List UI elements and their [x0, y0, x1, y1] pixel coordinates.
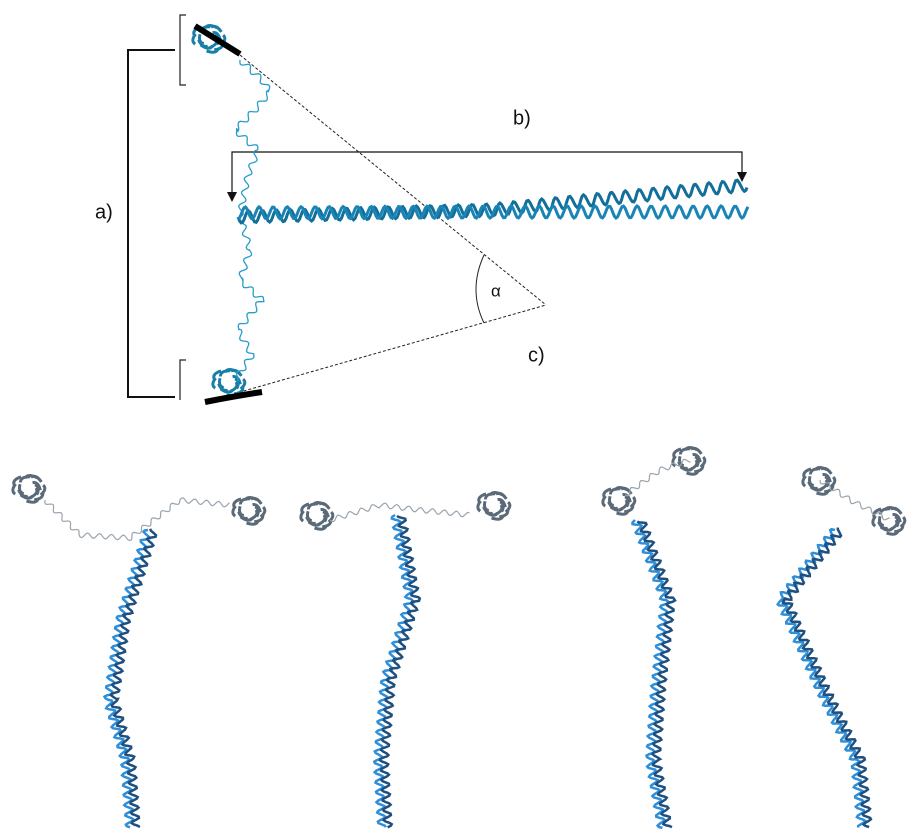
angle-arc [476, 255, 484, 323]
coiled-coil [783, 528, 871, 827]
domain [233, 506, 236, 516]
domain [610, 489, 620, 495]
domain [485, 494, 495, 500]
domain [13, 484, 16, 494]
label-alpha: α [491, 281, 501, 300]
angle-line [205, 305, 546, 402]
small-bracket [180, 360, 186, 400]
linker [45, 498, 230, 541]
coiled-coil [778, 529, 866, 827]
domain [701, 457, 705, 467]
page: a) b) α c) (() => { const data = JSON.pa… [0, 0, 907, 834]
small-bracket [180, 15, 186, 85]
angle-line [240, 55, 546, 305]
domain [241, 379, 245, 389]
domain [680, 449, 690, 455]
domain [213, 378, 216, 388]
span-bracket [128, 50, 175, 397]
domain [478, 501, 481, 511]
label-c: c) [528, 344, 545, 366]
domain [20, 477, 30, 483]
domain [308, 504, 318, 510]
domain [831, 477, 835, 487]
domain [873, 516, 876, 526]
figure: a) b) α c) [0, 0, 907, 834]
domain [506, 502, 510, 512]
linker [625, 459, 691, 495]
domain [301, 511, 304, 521]
domain [803, 476, 806, 486]
domain-axis [205, 392, 262, 402]
domain [193, 34, 196, 44]
structures [13, 26, 905, 828]
label-a: a) [95, 201, 113, 223]
label-b: b) [513, 107, 531, 129]
domain [631, 497, 635, 507]
domain [41, 485, 45, 495]
domain [240, 499, 250, 505]
domain [901, 517, 905, 527]
linker [330, 503, 470, 521]
domain [220, 371, 230, 377]
coiled-coil [633, 520, 669, 828]
domain [810, 469, 820, 475]
domain [603, 496, 606, 506]
domain [261, 507, 265, 517]
